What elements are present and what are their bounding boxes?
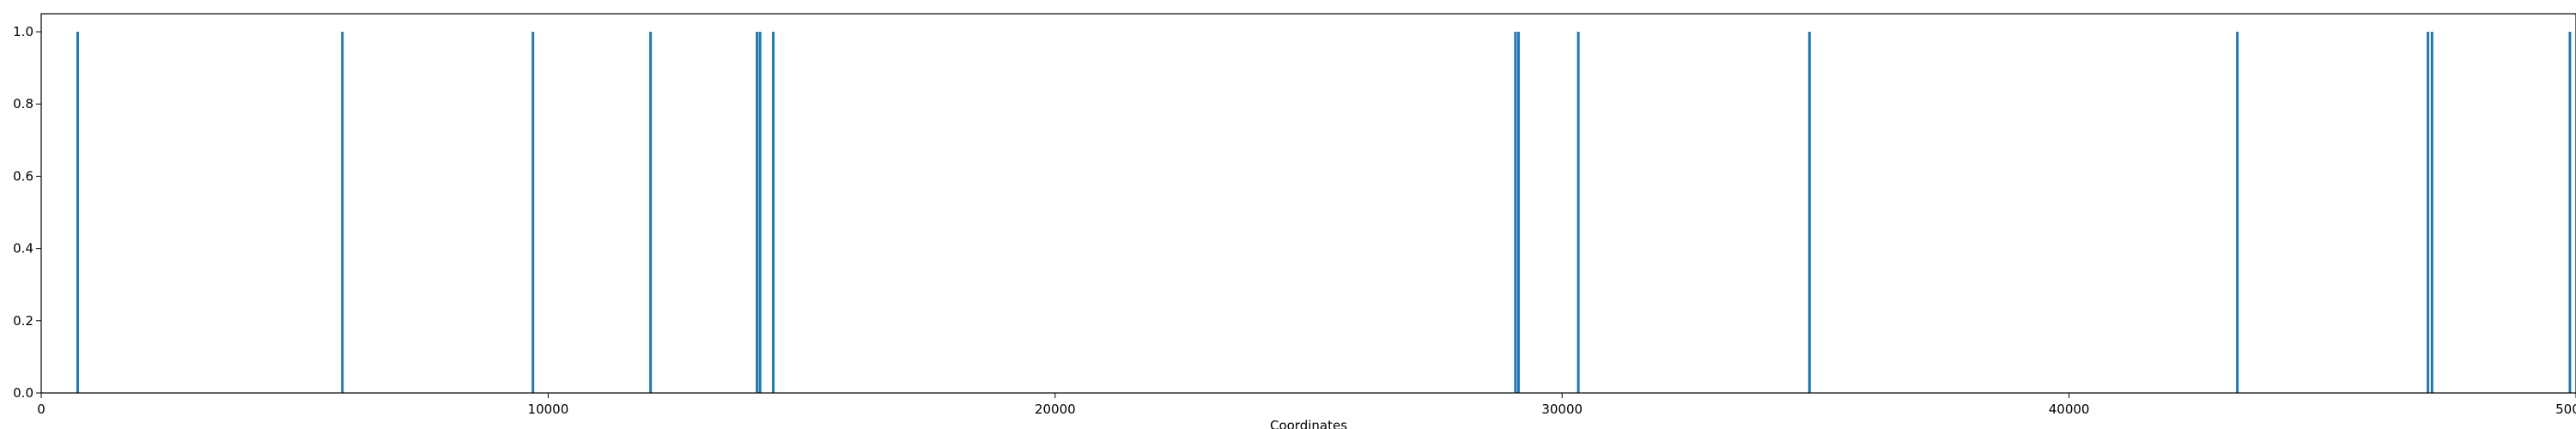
bar-9 bbox=[1577, 32, 1580, 393]
y-tick-label: 0.8 bbox=[13, 96, 33, 112]
bar-13 bbox=[2431, 32, 2433, 393]
x-tick-label: 30000 bbox=[1541, 402, 1583, 417]
y-tick-label: 0.0 bbox=[13, 385, 33, 401]
bar-14 bbox=[2568, 32, 2571, 393]
bars-group bbox=[76, 32, 2571, 393]
y-tick-label: 0.6 bbox=[13, 168, 33, 184]
y-tick-label: 0.2 bbox=[13, 313, 33, 329]
x-axis-title: Coordinates bbox=[1270, 418, 1347, 429]
x-tick-label: 20000 bbox=[1035, 402, 1076, 417]
bar-2 bbox=[532, 32, 534, 393]
y-axis-ticks: 0.0 0.2 0.4 0.6 0.8 1.0 bbox=[13, 24, 41, 401]
x-tick-label: 0 bbox=[37, 402, 46, 417]
x-tick-label: 50000 bbox=[2555, 402, 2576, 417]
y-tick-label: 1.0 bbox=[13, 24, 33, 39]
bar-8 bbox=[1517, 32, 1520, 393]
x-tick-label: 10000 bbox=[528, 402, 569, 417]
bar-6 bbox=[772, 32, 775, 393]
bar-5 bbox=[759, 32, 762, 393]
bar-4 bbox=[756, 32, 758, 393]
bar-11 bbox=[2236, 32, 2239, 393]
bar-1 bbox=[341, 32, 343, 393]
bar-0 bbox=[76, 32, 79, 393]
plot-area: 01000020000300004000050000 0.00.20.40.60… bbox=[13, 14, 2576, 417]
bar-12 bbox=[2427, 32, 2429, 393]
bar-7 bbox=[1514, 32, 1516, 393]
bar-3 bbox=[649, 32, 652, 393]
axes-frame bbox=[41, 14, 2576, 393]
bar-10 bbox=[1808, 32, 1811, 393]
y-tick-label: 0.4 bbox=[13, 241, 33, 257]
x-tick-label: 40000 bbox=[2049, 402, 2090, 417]
x-axis-ticks: 0 10000 20000 30000 40000 50000 bbox=[37, 393, 2576, 417]
